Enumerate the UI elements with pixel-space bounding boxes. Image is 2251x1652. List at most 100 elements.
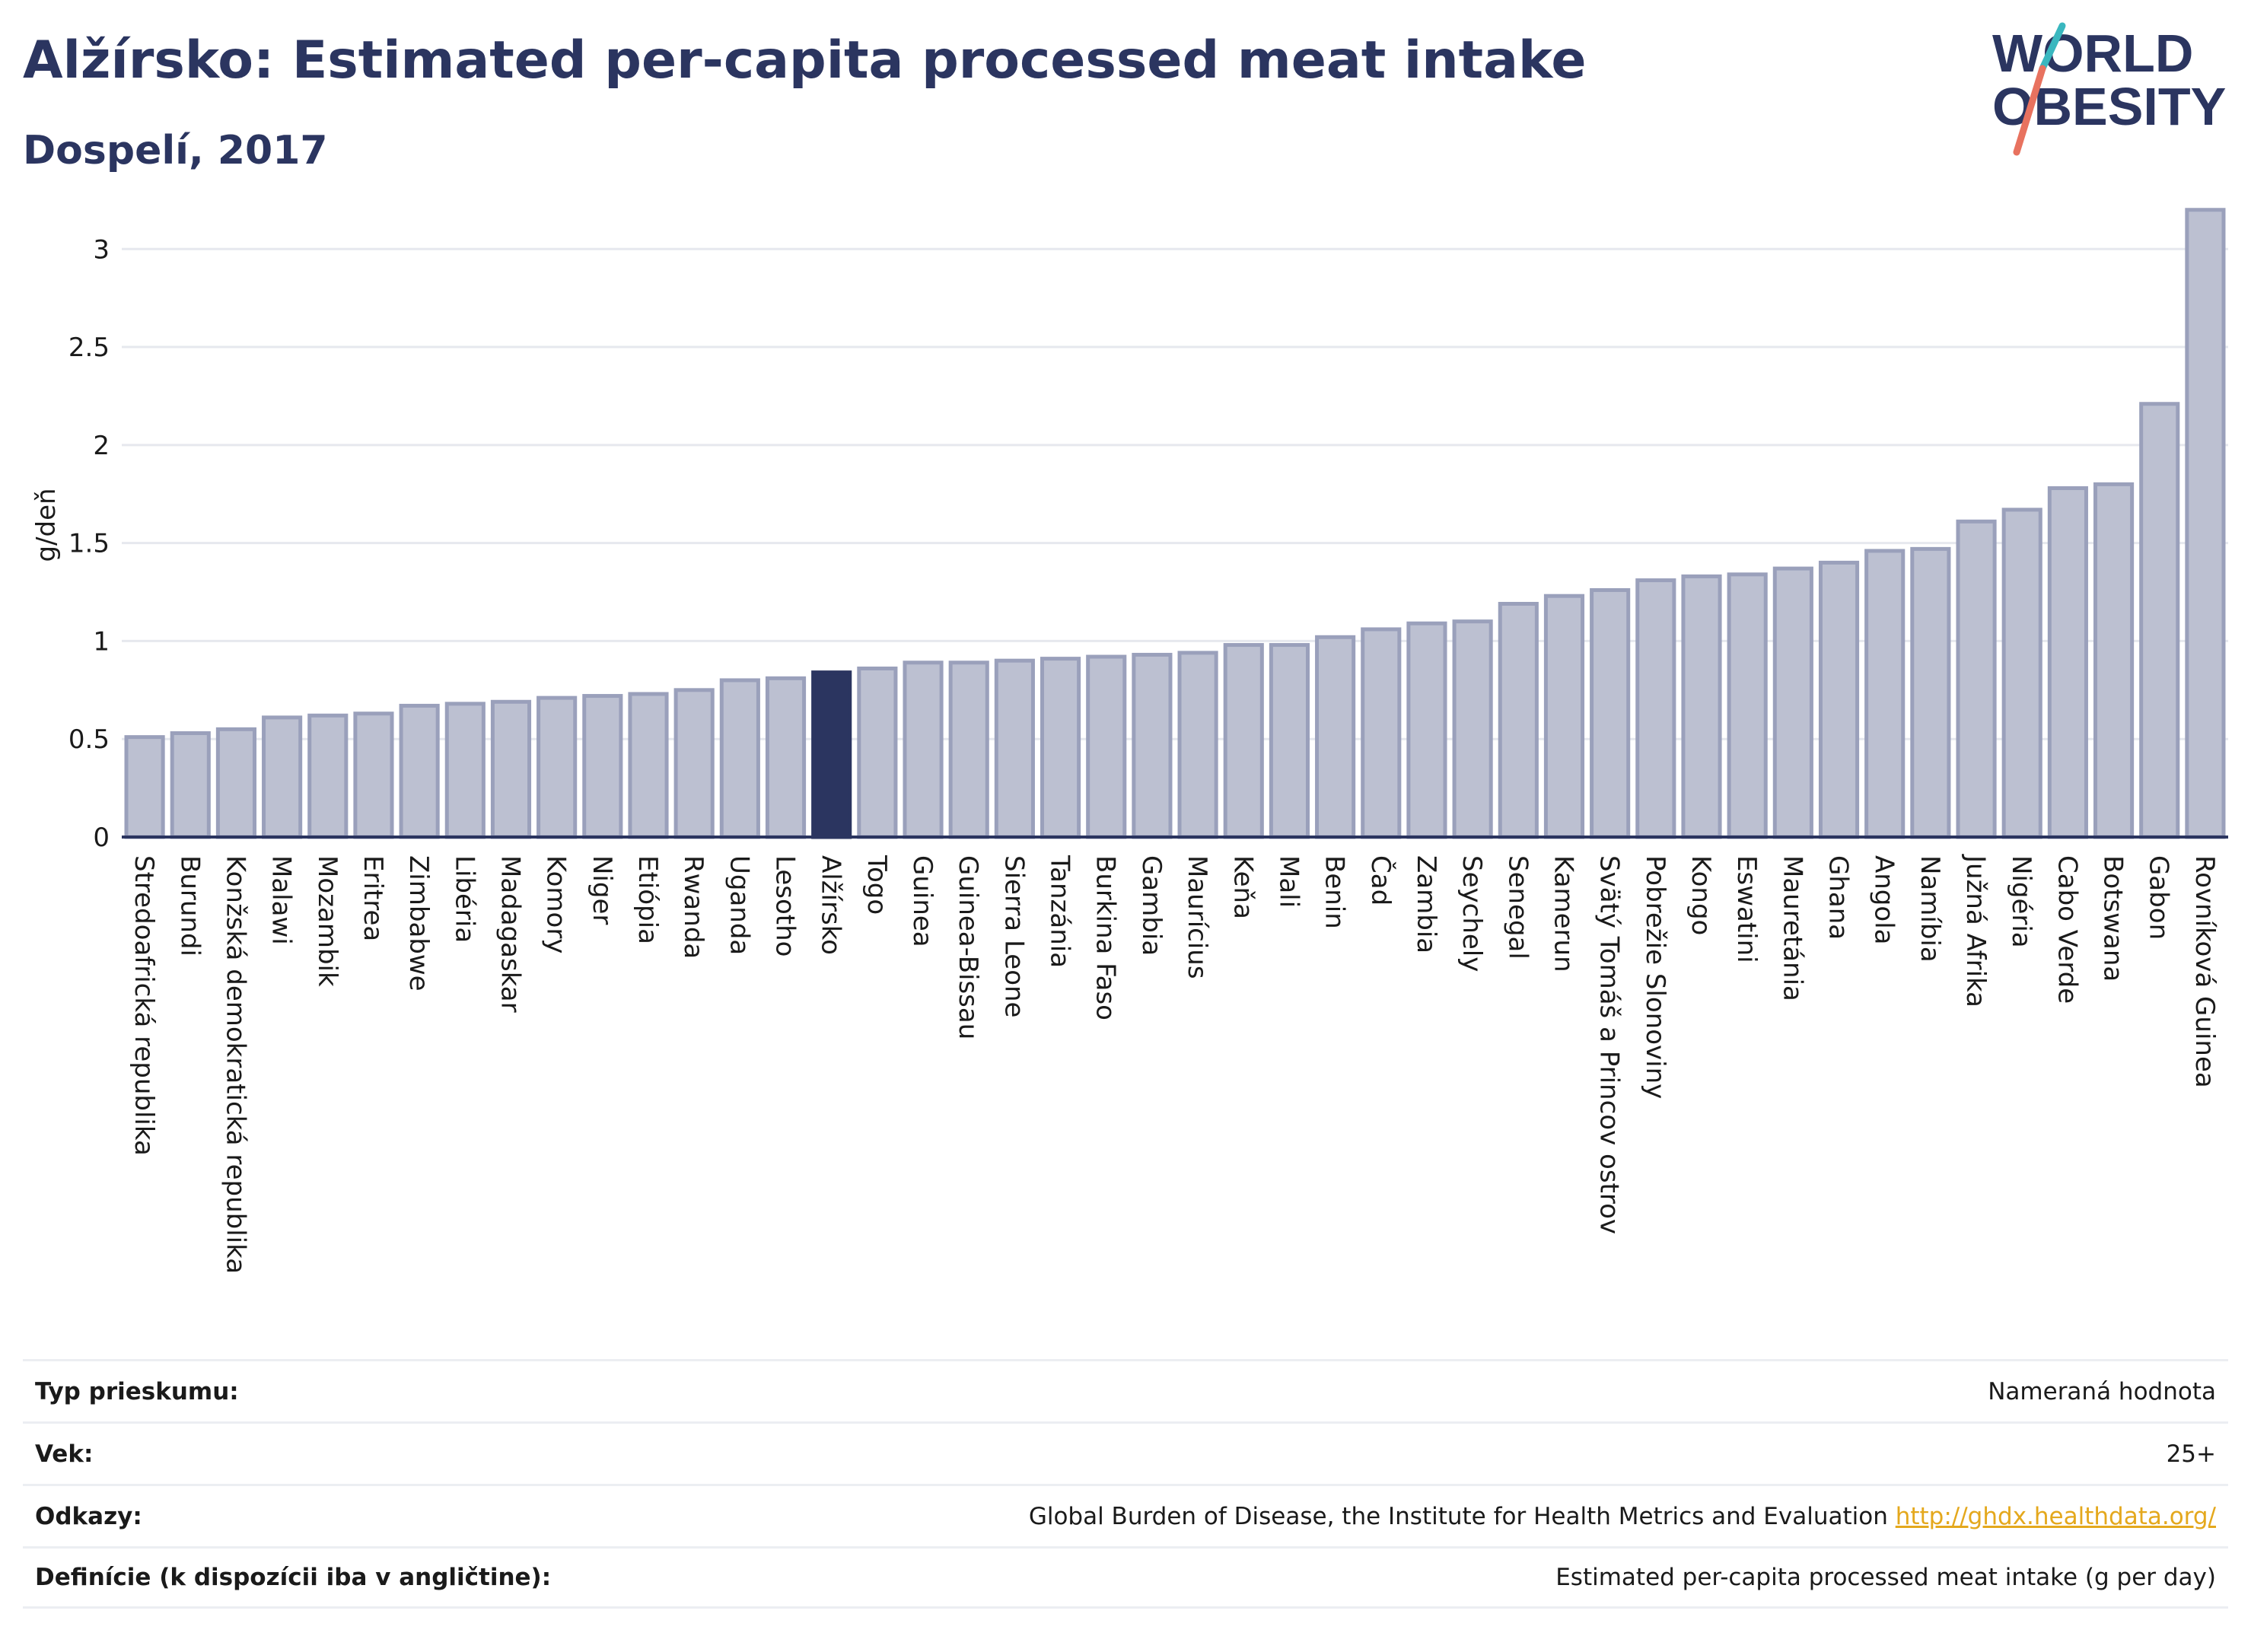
y-tick-label: 2.5 [68, 333, 110, 363]
logo-slash-coral [2013, 65, 2046, 156]
bar [948, 660, 989, 839]
x-tick-label: Lesotho [770, 855, 801, 957]
definition-value: Estimated per-capita processed meat inta… [1555, 1564, 2216, 1591]
y-tick-layer: 0 0.5 1 1.5 2 2.5 3 [68, 234, 110, 853]
x-tick-label: Niger [587, 855, 617, 925]
x-tick-label: Senegal [1502, 855, 1533, 960]
x-tick-label: Svätý Tomáš a Princov ostrov [1594, 855, 1625, 1234]
bar [582, 694, 623, 839]
x-tick-label: Cabo Verde [2052, 855, 2082, 1004]
survey-type-row: Typ prieskumu: Nameraná hodnota [23, 1359, 2228, 1421]
bar [1956, 519, 1997, 839]
bar [1040, 657, 1081, 839]
bar [444, 702, 486, 839]
references-row: Odkazy: Global Burden of Disease, the In… [23, 1484, 2228, 1546]
y-tick-label: 0.5 [68, 724, 110, 755]
bar [2139, 402, 2180, 839]
x-tick-label: Stredoafrická republika [129, 855, 159, 1156]
y-tick-label: 1.5 [68, 529, 110, 559]
x-tick-label: Eswatini [1731, 855, 1762, 963]
logo-line1: WORLD [1992, 24, 2193, 83]
bar [1818, 560, 1860, 839]
x-tick-label: Mozambik [312, 855, 342, 987]
bar [1910, 546, 1951, 839]
x-tick-label: Tanzánia [1045, 855, 1075, 968]
y-tick-label: 2 [93, 431, 110, 461]
logo-slash-teal [2039, 22, 2066, 72]
x-tick-label: Kongo [1686, 855, 1716, 935]
x-tick-label: Zimbabwe [403, 855, 434, 992]
bar [124, 735, 165, 839]
bar [1635, 578, 1676, 839]
bar [1498, 601, 1539, 839]
bar [857, 666, 898, 839]
x-tick-label: Namíbia [1915, 855, 1945, 963]
bar [353, 711, 394, 839]
x-tick-label: Gabon [2144, 855, 2174, 940]
x-tick-label: Alžírsko [816, 855, 846, 955]
world-obesity-logo: WORLD OBESITY [1992, 22, 2226, 156]
bar [903, 660, 944, 839]
x-tick-label: Malawi [266, 855, 297, 945]
definition-row: Definície (k dispozícii iba v angličtine… [23, 1546, 2228, 1609]
definition-label: Definície (k dispozícii iba v angličtine… [35, 1564, 552, 1591]
x-tick-label: Madagaskar [495, 855, 525, 1013]
bar [1590, 587, 1631, 839]
bar [765, 676, 807, 839]
bar [215, 727, 257, 839]
bar [1727, 572, 1768, 839]
y-tick-label: 3 [93, 234, 110, 265]
x-tick-label: Guinea-Bissau [953, 855, 983, 1039]
x-tick-label: Maurícius [1182, 855, 1212, 979]
x-tick-label: Rovníková Guinea [2189, 855, 2220, 1088]
bar [2047, 486, 2088, 839]
bar [1177, 651, 1218, 839]
bar-highlighted [811, 670, 852, 839]
bar [1086, 654, 1127, 839]
x-tick-label: Etiópia [632, 855, 663, 944]
x-tick-label: Keňa [1227, 855, 1258, 919]
x-tick-label: Seychely [1457, 855, 1487, 972]
bar [262, 715, 303, 839]
bar [1132, 652, 1173, 839]
age-value: 25+ [2166, 1440, 2216, 1468]
x-tick-label: Togo [861, 855, 892, 915]
x-tick-label: Sierra Leone [998, 855, 1029, 1017]
bar [1864, 549, 1906, 839]
bar [1361, 627, 1402, 839]
x-tick-label: Južná Afrika [1960, 854, 1991, 1007]
age-label: Vek: [35, 1440, 94, 1468]
x-tick-label: Burundi [174, 855, 205, 957]
x-tick-label: Mauretánia [1777, 855, 1807, 1001]
x-tick-label: Eritrea [358, 855, 388, 941]
bar [1315, 635, 1356, 839]
y-tick-label: 1 [93, 626, 110, 657]
metadata-table: Typ prieskumu: Nameraná hodnota Vek: 25+… [23, 1359, 2228, 1609]
x-tick-label: Nigéria [2006, 855, 2036, 948]
bar [2185, 208, 2226, 839]
bar [673, 688, 715, 839]
bar [1406, 621, 1447, 839]
x-tick-label: Libéria [449, 855, 479, 943]
x-tick-label: Rwanda [678, 855, 708, 959]
y-tick-label: 0 [93, 823, 110, 853]
page-subtitle: Dospelí, 2017 [23, 128, 328, 173]
bar [1269, 643, 1310, 839]
x-tick-label: Ghana [1823, 855, 1854, 940]
x-tick-label: Guinea [907, 855, 938, 947]
x-tick-label: Kamerun [1548, 855, 1578, 972]
bar [1772, 566, 1813, 839]
bar [490, 699, 532, 839]
x-tick-label: Uganda [724, 855, 754, 955]
y-axis-label: g/deň [31, 488, 62, 562]
x-label-layer: Stredoafrická republika Burundi Konžská de… [129, 854, 2220, 1274]
x-tick-label: Burkina Faso [1090, 855, 1121, 1020]
bar [719, 678, 760, 839]
references-value: Global Burden of Disease, the Institute … [1029, 1503, 2216, 1530]
x-tick-label: Gambia [1136, 855, 1167, 956]
bar-layer [122, 208, 2228, 839]
bar [1543, 594, 1585, 839]
references-link[interactable]: http://ghdx.healthdata.org/ [1895, 1502, 2216, 1530]
bar [2001, 508, 2042, 839]
bar [994, 658, 1035, 839]
